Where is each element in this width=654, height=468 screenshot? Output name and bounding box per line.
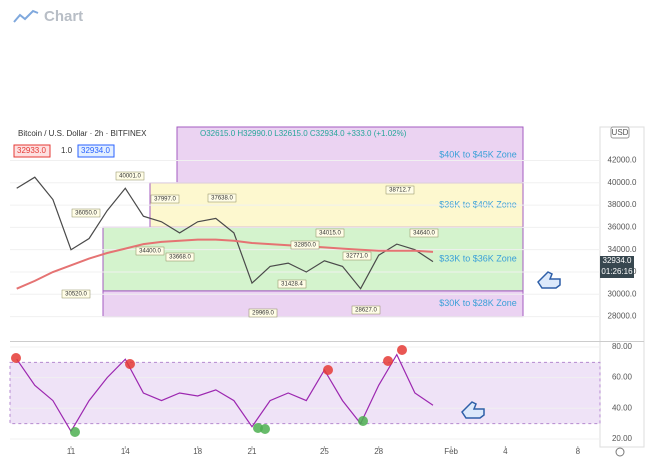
y-tick-label: 28000.0 bbox=[608, 312, 637, 321]
y-tick-label: 34000.0 bbox=[608, 245, 637, 254]
y-tick-label: 20.00 bbox=[612, 434, 633, 443]
series-line bbox=[16, 176, 434, 290]
annotation: 31428.4 bbox=[281, 282, 303, 288]
x-tick-label: 21 bbox=[248, 447, 257, 456]
annotation: 34400.0 bbox=[139, 249, 161, 255]
y-tick-label: 80.00 bbox=[612, 342, 633, 351]
settings-icon[interactable] bbox=[615, 447, 625, 457]
zone-label: $30K to $28K Zone bbox=[439, 298, 517, 308]
annotation: 30520.0 bbox=[65, 292, 87, 298]
annotation-box bbox=[248, 308, 278, 318]
zone-label: $36K to $40K Zone bbox=[439, 199, 517, 209]
annotation-box bbox=[315, 228, 345, 238]
annotation: 34015.0 bbox=[319, 231, 341, 237]
annotation: 29969.0 bbox=[252, 311, 274, 317]
x-tick-label: 25 bbox=[320, 447, 329, 456]
annotation-box bbox=[409, 228, 439, 238]
x-tick-label: 11 bbox=[67, 447, 76, 456]
zone-label: $40K to $45K Zone bbox=[439, 149, 517, 159]
price-button-label[interactable]: 32934.0 bbox=[81, 146, 110, 155]
annotation: 40001.0 bbox=[119, 174, 141, 180]
annotation-box bbox=[207, 193, 237, 203]
annotation: 37638.0 bbox=[211, 196, 233, 202]
annotation-box bbox=[71, 208, 101, 218]
annotation-box bbox=[150, 194, 180, 204]
annotation-box bbox=[115, 171, 145, 181]
header-title: Chart bbox=[44, 8, 83, 25]
annotation: 37997.0 bbox=[154, 197, 176, 203]
y-tick-label: 60.00 bbox=[612, 373, 633, 382]
x-tick-label: 28 bbox=[374, 447, 383, 456]
currency-box[interactable] bbox=[610, 126, 630, 139]
annotation: 36050.0 bbox=[75, 211, 97, 217]
y-tick-label: 40.00 bbox=[612, 403, 633, 412]
price-tag bbox=[600, 256, 634, 278]
signal-dot bbox=[260, 424, 270, 434]
y-tick-label: 38000.0 bbox=[608, 200, 637, 209]
chart-title: Bitcoin / U.S. Dollar · 2h · BITFINEX bbox=[18, 129, 147, 138]
rsi-band bbox=[9, 361, 601, 425]
annotation: 38712.7 bbox=[389, 188, 411, 194]
y-tick-label: 30000.0 bbox=[608, 289, 637, 298]
signal-dot bbox=[383, 356, 393, 366]
annotation-box bbox=[342, 251, 372, 261]
annotation-box bbox=[135, 246, 165, 256]
zone-label: $33K to $36K Zone bbox=[439, 254, 517, 264]
series-line bbox=[16, 238, 434, 290]
annotation-box bbox=[385, 185, 415, 195]
signal-dot bbox=[397, 345, 407, 355]
signal-dot bbox=[358, 416, 368, 426]
x-tick-label: 14 bbox=[121, 447, 130, 456]
y-tick-label: 40000.0 bbox=[608, 178, 637, 187]
x-tick-label: 8 bbox=[576, 447, 581, 456]
signal-dot bbox=[323, 365, 333, 375]
price-button-label[interactable]: 32933.0 bbox=[17, 146, 46, 155]
x-tick-label: 4 bbox=[503, 447, 508, 456]
annotation: 32850.0 bbox=[294, 243, 316, 249]
hand-icon[interactable] bbox=[537, 271, 561, 289]
signal-dot bbox=[70, 427, 80, 437]
x-tick-label: 18 bbox=[193, 447, 202, 456]
chart-icon bbox=[13, 9, 39, 23]
annotation-box bbox=[165, 252, 195, 262]
price-axis-bg bbox=[599, 126, 645, 448]
price-label: 32934.0 bbox=[603, 256, 632, 265]
annotation: 33668.0 bbox=[169, 255, 191, 261]
hand-icon[interactable] bbox=[461, 401, 485, 419]
annotation-box bbox=[290, 240, 320, 250]
y-tick-label: 36000.0 bbox=[608, 222, 637, 231]
currency[interactable]: USD bbox=[612, 128, 629, 137]
annotation: 32771.0 bbox=[346, 254, 368, 260]
zone bbox=[102, 290, 524, 318]
price-button[interactable] bbox=[77, 144, 115, 158]
annotation: 34640.0 bbox=[413, 231, 435, 237]
countdown: 01:26:16 bbox=[601, 267, 633, 276]
annotation-box bbox=[277, 279, 307, 289]
annotation: 28627.0 bbox=[355, 308, 377, 314]
annotation-box bbox=[351, 305, 381, 315]
price-button-label[interactable]: 1.0 bbox=[61, 146, 73, 155]
price-button[interactable] bbox=[13, 144, 51, 158]
y-tick-label: 42000.0 bbox=[608, 156, 637, 165]
ohlc: O32615.0 H32990.0 L32615.0 C32934.0 +333… bbox=[200, 129, 407, 138]
signal-dot bbox=[11, 353, 21, 363]
annotation-box bbox=[61, 289, 91, 299]
signal-dot bbox=[125, 359, 135, 369]
x-tick-label: Feb bbox=[444, 447, 458, 456]
